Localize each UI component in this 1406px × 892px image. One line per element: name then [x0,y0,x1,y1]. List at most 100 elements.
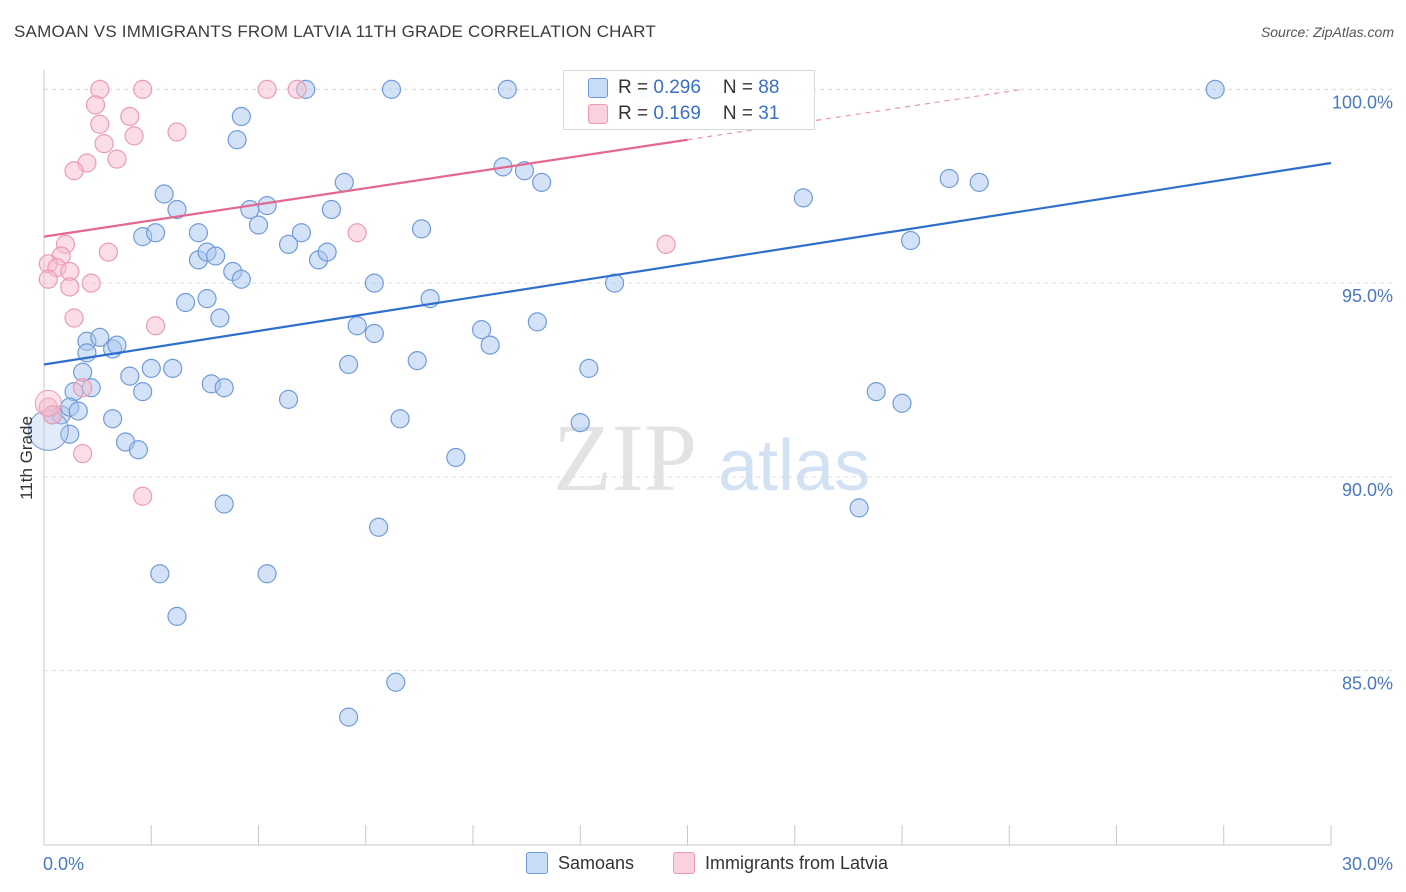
latvia-point [145,316,166,336]
samoan-point [793,188,813,208]
trend-lines [43,88,1332,366]
samoan-point [514,161,535,181]
samoans-trend-line [43,161,1332,366]
grid-lines [44,88,1392,672]
samoan-point [939,168,959,189]
samoan-point [1205,79,1225,99]
latvia-points [34,79,676,506]
samoan-point [248,215,269,235]
samoan-point [257,196,277,216]
samoan-point [90,327,110,347]
samoan-point [334,172,354,192]
latvia-point [167,122,187,142]
samoan-point [969,172,989,192]
latvia-point [64,161,84,181]
samoan-point [407,351,427,371]
samoan-point [347,316,367,336]
latvia-point [98,242,118,262]
bottom-legend: Samoans Immigrants from Latvia [0,852,1406,878]
samoan-point [364,273,384,293]
samoan-point [338,707,359,727]
legend-r-label: R = [618,77,654,98]
samoan-point [214,378,234,398]
samoan-point [291,223,311,243]
chart-title: SAMOAN VS IMMIGRANTS FROM LATVIA 11TH GR… [14,22,656,41]
latvia-point [347,223,367,243]
samoan-point [154,184,174,204]
axis-labels: 85.0% 90.0% 95.0% 100.0% 0.0% 30.0% 11th Grade [17,92,1393,874]
samoan-point [471,320,492,340]
y-tick-label: 100.0% [1332,92,1393,112]
samoan-point [527,312,547,332]
samoan-point [167,606,187,626]
samoan-point [338,354,359,375]
samoan-point [386,672,406,692]
samoan-point [369,517,389,537]
latvia-swatch [673,852,695,874]
latvia-point [124,126,144,146]
samoan-point [497,79,517,99]
latvia-point [133,79,153,99]
x-tick-label: 0.0% [43,854,84,874]
samoan-point [579,358,599,378]
samoan-point [133,382,153,402]
legend-r-label: R = [618,103,654,124]
samoan-point [128,440,148,460]
y-tick-label: 90.0% [1342,480,1393,500]
samoan-point [278,234,299,254]
samoan-point [68,401,88,421]
latvia-point [85,95,106,115]
samoan-point [231,106,251,127]
watermark-atlas: atlas [718,426,870,506]
samoan-point [167,199,187,220]
latvia-point [90,114,110,134]
latvia-trend-line [43,138,688,238]
latvia-point [73,378,93,398]
samoan-point [257,564,277,584]
samoan-point [866,382,886,402]
legend-row-latvia: R = 0.169 N = 31 [588,102,779,126]
samoan-point [411,219,432,239]
samoan-point [175,292,196,313]
samoan-point [381,79,402,99]
samoan-point [120,366,140,386]
source-label: Source: ZipAtlas.com [1260,24,1394,40]
latvia-point [34,389,62,417]
samoan-point [231,269,251,289]
latvia-point [656,234,676,254]
legend-item-latvia[interactable]: Immigrants from Latvia [673,852,888,874]
latvia-point [64,308,84,328]
samoan-point [206,246,226,266]
samoan-point [570,413,590,433]
samoan-point [150,564,170,584]
samoan-point [317,242,337,262]
samoan-point [227,130,247,150]
samoan-point [446,447,466,468]
legend-n-value: 88 [758,77,780,98]
samoan-point [480,335,500,355]
samoan-point [364,323,384,344]
latvia-point [257,79,277,99]
latvia-point [287,79,307,99]
latvia-point [38,269,58,289]
samoan-point [141,358,161,378]
latvia-point [73,444,93,464]
samoan-point [532,172,552,192]
samoan-point [321,199,342,220]
legend-row-samoans: R = 0.296 N = 88 [588,76,779,100]
legend-swatch-pink [588,104,608,124]
samoan-point [390,409,410,429]
stats-legend: R = 0.296 N = 88 R = 0.169 N = 31 [563,70,815,130]
y-tick-label: 95.0% [1342,286,1393,306]
samoan-point [103,409,123,429]
latvia-point [94,134,114,154]
legend-item-samoans[interactable]: Samoans [526,852,634,874]
samoan-point [214,494,234,514]
latvia-point [81,273,101,293]
legend-n-value: 31 [758,103,780,124]
samoans-label: Samoans [558,852,635,873]
samoan-point [210,308,230,328]
legend-n-label: N = [722,77,759,98]
latvia-point [60,277,80,297]
